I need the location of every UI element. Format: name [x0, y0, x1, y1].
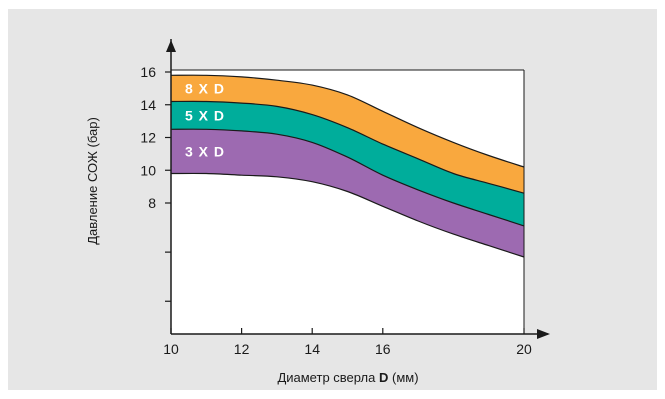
labels: 16 14 12 10 8 10 12 14 16 20 8 X D 5 X D 3 X D [140, 64, 532, 357]
y-tick-label: 12 [140, 130, 156, 146]
band-label-1: 8 X D [185, 80, 225, 96]
band-label-3: 3 X D [185, 143, 225, 159]
boundary-line-mid_lo [170, 128, 525, 227]
chart-panel: 16 14 12 10 8 10 12 14 16 20 8 X D 5 X D 3 X D Давле… [8, 9, 657, 390]
y-tick-label: 10 [140, 162, 156, 178]
x-axis-arrow [537, 329, 550, 339]
x-tick-label: 12 [234, 341, 250, 357]
x-tick-label: 14 [304, 341, 320, 357]
y-tick-label: 16 [140, 64, 156, 80]
axes [165, 39, 550, 339]
band-1 [171, 75, 524, 194]
y-tick-label: 14 [140, 97, 156, 113]
y-axis-arrow [166, 40, 176, 52]
boundary-line-top [170, 74, 525, 168]
y-axis-title: Давление СОЖ (бар) [85, 117, 100, 245]
x-tick-label: 16 [375, 341, 391, 357]
chart: 16 14 12 10 8 10 12 14 16 20 8 X D 5 X D 3 X D Давле… [85, 39, 550, 385]
x-tick-label: 20 [516, 341, 532, 357]
bands [170, 74, 525, 258]
boundary-line-bottom [170, 172, 525, 258]
band-2 [171, 101, 524, 226]
band-label-2: 5 X D [185, 107, 225, 123]
boundary-line-mid_hi [170, 100, 525, 194]
x-tick-label: 10 [163, 341, 179, 357]
band-3 [171, 129, 524, 257]
y-tick-label: 8 [148, 195, 156, 211]
x-axis-title: Диаметр сверла D (мм) [277, 370, 418, 385]
